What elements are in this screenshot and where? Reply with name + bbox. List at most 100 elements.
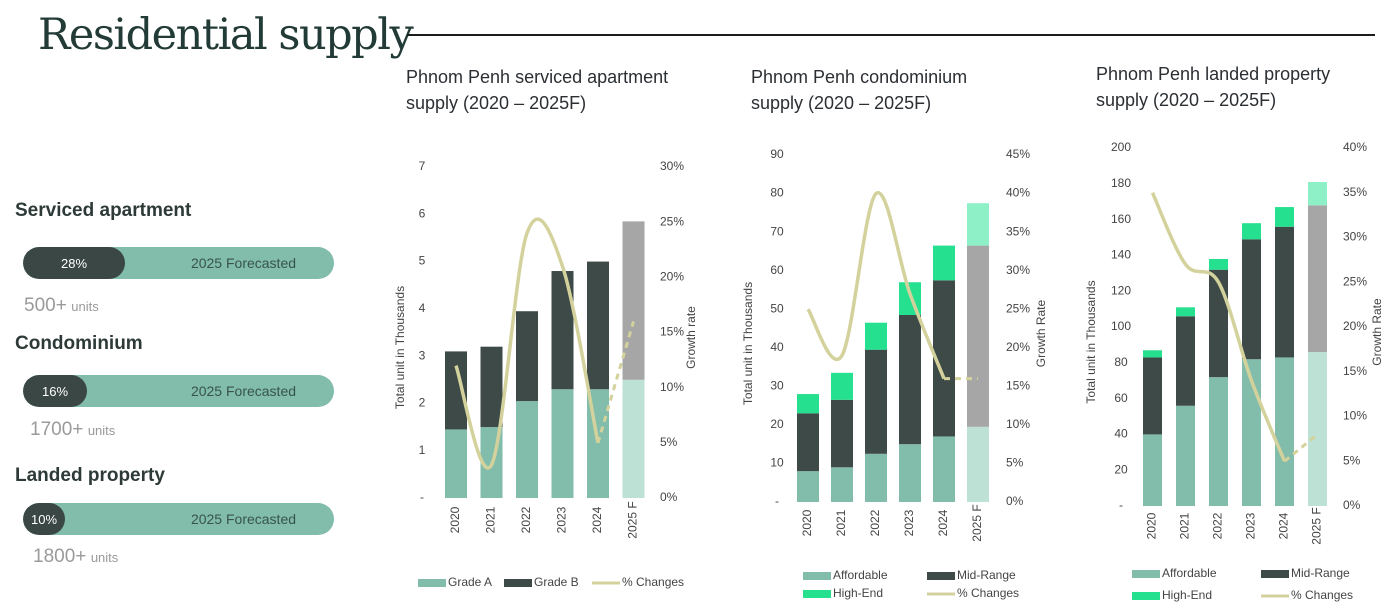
y2-tick-label: 15% (1006, 379, 1030, 393)
page-title: Residential supply (38, 10, 414, 60)
bar-affordable (1275, 357, 1294, 506)
y2-tick-label: 20% (1006, 340, 1030, 354)
bar-high-end (1275, 207, 1294, 227)
y-axis-label: Total unit in Thousands (741, 282, 755, 405)
y-tick-label: 90 (770, 147, 784, 161)
growth-line (1150, 192, 1287, 462)
legend-label: Mid-Range (957, 568, 1016, 582)
y2-tick-label: 20% (660, 270, 684, 284)
category-label: 2020 (800, 509, 814, 536)
forecast-label: 2025 Forecasted (190, 511, 297, 527)
legend-label: Grade A (448, 575, 492, 589)
progress-bar-serviced: 28% 2025 Forecasted (23, 247, 334, 279)
bar-mid-range (1176, 316, 1195, 406)
growth-line (806, 191, 946, 380)
units-number: 1800+ (33, 546, 87, 567)
y2-tick-label: 5% (1006, 456, 1024, 470)
legend-swatch (418, 579, 446, 587)
bar-affordable (967, 426, 989, 502)
legend-swatch (1132, 570, 1160, 578)
progress-fill-condominium: 16% (23, 375, 87, 407)
y2-tick-label: 5% (1343, 453, 1361, 467)
growth-line-forecast (1283, 433, 1319, 463)
bar-grade-b (551, 271, 574, 390)
bar-affordable (1308, 352, 1327, 506)
chart-title-line: Phnom Penh serviced apartment (406, 67, 669, 87)
category-label: 2025 F (970, 504, 984, 541)
y2-tick-label: 40% (1006, 186, 1030, 200)
category-label: 2021 (1178, 512, 1192, 539)
bar-grade-b (516, 311, 538, 402)
legend-label: Affordable (1162, 566, 1217, 580)
y-tick-label: 80 (1114, 355, 1128, 369)
legend-swatch (1261, 570, 1289, 578)
y-tick-label: - (420, 490, 424, 504)
bar-mid-range (831, 399, 853, 468)
bar-mid-range (899, 315, 921, 445)
legend-label: Mid-Range (1291, 566, 1350, 580)
legend-label: Grade B (534, 575, 579, 589)
category-label: 2022 (1211, 512, 1225, 539)
y2-tick-label: 25% (660, 214, 684, 228)
category-label: 2022 (868, 509, 882, 536)
y2-axis-label: Growth Rate (1370, 298, 1384, 366)
progress-fill-serviced: 28% (23, 247, 125, 279)
y2-tick-label: 15% (1343, 364, 1367, 378)
y-tick-label: 5 (419, 254, 426, 268)
chart-title-landed: Phnom Penh landed property supply (2020 … (1096, 61, 1330, 113)
category-label: 2024 (590, 506, 604, 533)
bar-high-end (967, 203, 989, 246)
y-tick-label: 3 (419, 348, 426, 362)
y-tick-label: 20 (770, 417, 784, 431)
bar-mid-range (1242, 239, 1261, 360)
legend-label: High-End (1162, 588, 1212, 602)
bar-mid-range (1308, 205, 1327, 353)
y-tick-label: 70 (770, 224, 784, 238)
category-label: 2024 (936, 509, 950, 536)
y2-tick-label: 10% (660, 380, 684, 394)
bar-grade-b (587, 261, 609, 390)
units-number: 500+ (24, 295, 67, 316)
bar-high-end (1143, 350, 1162, 358)
y-tick-label: 4 (419, 301, 426, 315)
category-label: 2023 (555, 506, 569, 533)
category-label: 2021 (484, 506, 498, 533)
bar-high-end (933, 245, 955, 281)
y2-tick-label: 35% (1343, 185, 1367, 199)
y2-tick-label: 25% (1006, 301, 1030, 315)
y2-tick-label: 35% (1006, 224, 1030, 238)
y-axis-label: Total unit in Thousands (393, 286, 407, 409)
category-label: 2024 (1277, 512, 1291, 539)
y2-axis-label: Growth Rate (1034, 299, 1048, 367)
bar-affordable (797, 471, 819, 502)
chart-title-line: Phnom Penh landed property (1096, 64, 1331, 84)
category-label: 2023 (902, 509, 916, 536)
y-tick-label: - (775, 494, 779, 508)
y-tick-label: 7 (419, 159, 426, 173)
segment-heading-condominium: Condominium (15, 333, 143, 354)
chart-title-serviced: Phnom Penh serviced apartment supply (20… (406, 64, 668, 116)
legend-label: % Changes (1291, 588, 1353, 602)
bar-mid-range (933, 280, 955, 437)
bar-high-end (1308, 182, 1327, 206)
y-tick-label: 140 (1111, 248, 1131, 262)
legend-swatch (927, 572, 955, 580)
units-word: units (87, 423, 116, 438)
category-label: 2020 (448, 506, 462, 533)
chart-title-line: Phnom Penh condominium (751, 67, 968, 87)
bar-mid-range (1143, 357, 1162, 435)
chart-title-line: supply (2020 – 2025F) (1096, 90, 1277, 110)
bar-grade-a (551, 389, 574, 498)
bar-high-end (831, 372, 853, 400)
y2-tick-label: 30% (1343, 230, 1367, 244)
forecast-label: 2025 Forecasted (190, 255, 297, 271)
legend-swatch (803, 572, 831, 580)
progress-bar-condominium: 16% 2025 Forecasted (23, 375, 334, 407)
legend-swatch (504, 579, 532, 587)
segment-heading-landed: Landed property (15, 465, 165, 486)
y-axis-label: Total unit in Thousands (1084, 280, 1098, 403)
y-tick-label: 6 (419, 206, 426, 220)
legend-label: % Changes (957, 586, 1019, 600)
y-tick-label: 20 (1114, 462, 1128, 476)
y-tick-label: 2 (419, 396, 426, 410)
